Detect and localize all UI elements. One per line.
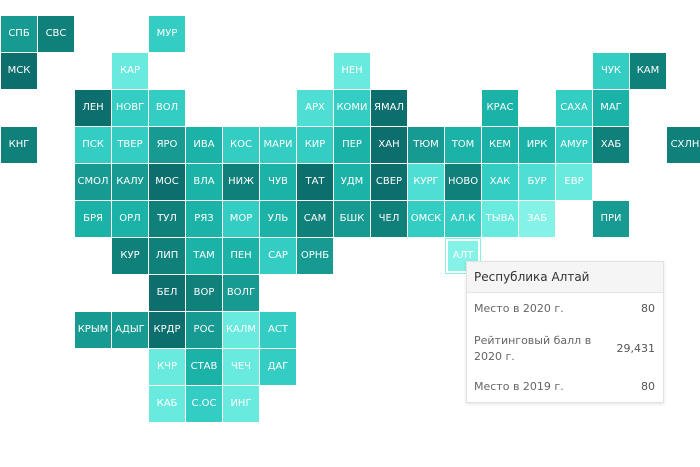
region-tile[interactable]: ЧУВ [260,164,296,200]
region-tile[interactable]: ИРК [519,127,555,163]
region-tile[interactable]: НЕН [334,53,370,89]
region-tile[interactable]: ЧУК [593,53,629,89]
region-tile[interactable]: ТЫВА [482,201,518,237]
tooltip-title: Республика Алтай [467,262,663,293]
region-tile[interactable]: ВЛА [186,164,222,200]
region-tile[interactable]: ХАН [371,127,407,163]
region-tile[interactable]: ДАГ [260,349,296,385]
region-tile[interactable]: МОС [149,164,185,200]
region-tile[interactable]: ЯРО [149,127,185,163]
region-tile[interactable]: АМУР [556,127,592,163]
region-tile[interactable]: ВОЛГ [223,275,259,311]
region-tile[interactable]: ЛИП [149,238,185,274]
region-tile[interactable]: КНГ [1,127,37,163]
region-tile[interactable]: ЗАБ [519,201,555,237]
region-tile[interactable]: КАР [112,53,148,89]
region-tile[interactable]: МУР [149,16,185,52]
region-tile[interactable]: ОРНБ [297,238,333,274]
region-tile[interactable]: ЛЕН [75,90,111,126]
region-tile[interactable]: ТОМ [445,127,481,163]
region-tile[interactable]: СВЕР [371,164,407,200]
tooltip-value: 80 [641,380,655,393]
region-tooltip: Республика Алтай Место в 2020 г. 80 Рейт… [466,261,664,403]
region-tile[interactable]: АЛ.К [445,201,481,237]
region-tile[interactable]: МОР [223,201,259,237]
region-tile[interactable]: УДМ [334,164,370,200]
region-tile[interactable]: КУРГ [408,164,444,200]
region-tile[interactable]: СХЛН [667,127,700,163]
region-tile[interactable]: КРЫМ [75,312,111,348]
region-tile[interactable]: САХА [556,90,592,126]
region-tile[interactable]: КРАС [482,90,518,126]
region-tile[interactable]: ЕВР [556,164,592,200]
region-tile[interactable]: КУР [112,238,148,274]
region-tile[interactable]: РЯЗ [186,201,222,237]
region-tile[interactable]: ТАМ [186,238,222,274]
region-tile[interactable]: ХАБ [593,127,629,163]
tooltip-label: Место в 2020 г. [474,302,564,315]
region-tile[interactable]: КАЛМ [223,312,259,348]
region-tile[interactable]: ТАТ [297,164,333,200]
region-tile[interactable]: КАМ [630,53,666,89]
region-tile[interactable]: СПБ [1,16,37,52]
region-tile[interactable]: ПЕР [334,127,370,163]
region-tile[interactable]: ЧЕЧ [223,349,259,385]
region-tile[interactable]: БУР [519,164,555,200]
region-tile[interactable]: НОВО [445,164,481,200]
region-tile[interactable]: НИЖ [223,164,259,200]
region-tile[interactable]: УЛЬ [260,201,296,237]
region-tile[interactable]: БРЯ [75,201,111,237]
region-tile[interactable]: ПЕН [223,238,259,274]
region-tile[interactable]: РОС [186,312,222,348]
region-tile[interactable]: КОС [223,127,259,163]
region-tile[interactable]: С.ОС [186,386,222,422]
region-tile[interactable]: БЕЛ [149,275,185,311]
region-tile[interactable]: КРДР [149,312,185,348]
region-tile[interactable]: МАРИ [260,127,296,163]
region-tile[interactable]: ПСК [75,127,111,163]
region-tile[interactable]: ХАК [482,164,518,200]
region-tile[interactable]: БШК [334,201,370,237]
region-tile[interactable]: ИВА [186,127,222,163]
tooltip-value: 80 [641,302,655,315]
region-tile[interactable]: КАЛУ [112,164,148,200]
region-tile[interactable]: КЧР [149,349,185,385]
region-tile[interactable]: ОМСК [408,201,444,237]
region-tile[interactable]: КИР [297,127,333,163]
region-tile[interactable]: ВОЛ [149,90,185,126]
region-tile[interactable]: ЯМАЛ [371,90,407,126]
region-tile[interactable]: МАГ [593,90,629,126]
region-tile[interactable]: ПРИ [593,201,629,237]
region-tile[interactable]: ЧЕЛ [371,201,407,237]
tooltip-value: 29,431 [616,342,656,355]
region-tile[interactable]: КОМИ [334,90,370,126]
region-tile[interactable]: НОВГ [112,90,148,126]
region-tile[interactable]: АРХ [297,90,333,126]
region-tile[interactable]: АСТ [260,312,296,348]
region-tile[interactable]: САМ [297,201,333,237]
tooltip-label: Место в 2019 г. [474,380,564,393]
region-tile[interactable]: КАБ [149,386,185,422]
tooltip-label: Рейтинговый балл в 2020 г. [474,334,592,363]
region-tile[interactable]: ВОР [186,275,222,311]
region-tile[interactable]: КЕМ [482,127,518,163]
region-tile[interactable]: ТУЛ [149,201,185,237]
region-tile[interactable]: СВС [38,16,74,52]
region-tile[interactable]: ТЮМ [408,127,444,163]
region-tile[interactable]: СМОЛ [75,164,111,200]
region-tile[interactable]: ОРЛ [112,201,148,237]
region-tile[interactable]: АДЫГ [112,312,148,348]
region-tile[interactable]: САР [260,238,296,274]
region-tile[interactable]: ИНГ [223,386,259,422]
region-tile[interactable]: СТАВ [186,349,222,385]
region-tile[interactable]: МСК [1,53,37,89]
region-tile[interactable]: ТВЕР [112,127,148,163]
